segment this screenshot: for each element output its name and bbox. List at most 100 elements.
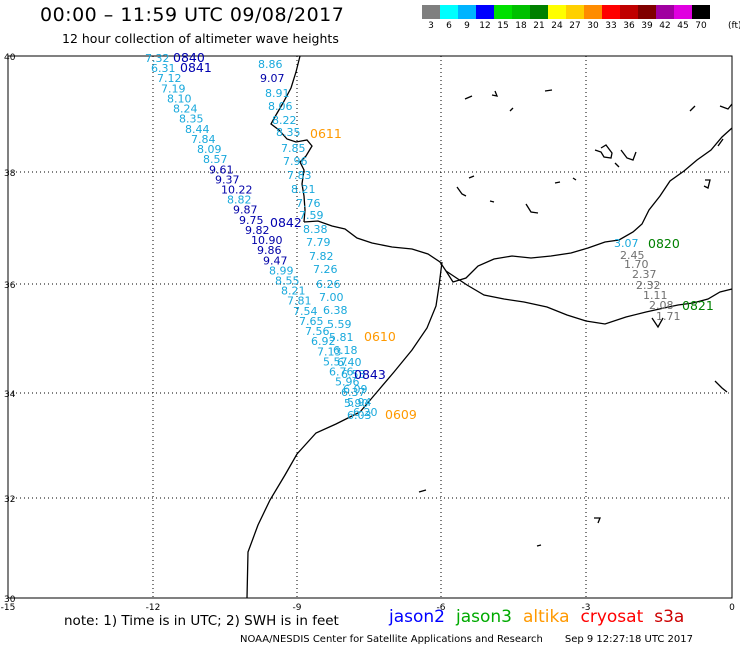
legend-label: 9 (464, 21, 470, 31)
latitude-label: 40 (4, 53, 16, 63)
legend-swatch (566, 5, 584, 19)
swh-value: 7.65 (299, 315, 324, 328)
longitude-label: -15 (1, 603, 16, 613)
swh-value: 8.91 (265, 87, 290, 100)
legend-label: 12 (479, 21, 491, 31)
legend-swatch (692, 5, 710, 19)
satellite-altika: altika (523, 607, 570, 627)
swh-value: 6.09 (343, 383, 368, 396)
longitude-tick-labels: -15 -12 -9 -6 -3 0 (1, 603, 735, 613)
swh-value: 7.79 (306, 236, 331, 249)
track-b-swh-values: 8.869.078.918.068.228.357.857.967.838.21… (258, 58, 372, 422)
swh-value: 7.82 (309, 250, 334, 263)
swh-value: 2.45 (620, 249, 645, 262)
longitude-label: -6 (437, 603, 446, 613)
legend-label: 18 (515, 21, 527, 31)
swh-value: 8.44 (185, 123, 210, 136)
swh-value: 8.22 (272, 114, 297, 127)
legend-swatch (548, 5, 566, 19)
swh-value: 8.35 (179, 113, 204, 126)
swh-value: 8.21 (291, 183, 316, 196)
swh-value: 6.31 (151, 62, 176, 75)
swh-value: 6.18 (333, 344, 358, 357)
legend-swatch (512, 5, 530, 19)
swh-value: 8.10 (167, 92, 192, 105)
swh-value: 6.26 (316, 278, 341, 291)
legend-label: 3 (428, 21, 434, 31)
pass-id-0840: 0840 (173, 50, 205, 65)
swh-value: 2.32 (636, 279, 661, 292)
swh-value: 10.90 (251, 234, 283, 247)
swh-value: 7.54 (293, 305, 318, 318)
swh-value: 8.09 (197, 143, 222, 156)
swh-value: 7.00 (319, 291, 344, 304)
latitude-label: 34 (4, 390, 16, 400)
swh-value: 7.96 (283, 155, 308, 168)
swh-value: 8.24 (173, 103, 198, 116)
map-title: 00:00 – 11:59 UTC 09/08/2017 (40, 4, 345, 26)
pass-id-0842: 0842 (270, 215, 302, 230)
legend-label: 24 (551, 21, 563, 31)
latitude-label: 38 (4, 169, 16, 179)
swh-legend-labels: 3 6 9 12 15 18 21 24 27 30 33 36 39 42 45 70 (422, 21, 710, 31)
longitude-label: -9 (293, 603, 302, 613)
swh-value: 7.56 (305, 325, 330, 338)
swh-value: 7.81 (287, 295, 312, 308)
swh-value: 9.07 (260, 72, 285, 85)
legend-label: 30 (587, 21, 599, 31)
pass-id-0841: 0841 (180, 60, 212, 75)
swh-value: 3.07 (614, 237, 639, 250)
swh-value: 5.90 (344, 397, 369, 410)
swh-value: 5.57 (323, 355, 348, 368)
legend-label: 6 (446, 21, 452, 31)
legend-label: 70 (695, 21, 707, 31)
swh-value: 7.26 (313, 263, 338, 276)
satellite-cryosat: cryosat (580, 607, 644, 627)
pass-id-0843: 0843 (354, 367, 386, 382)
generated-timestamp: Sep 9 12:27:18 UTC 2017 (564, 634, 693, 645)
pass-id-0821: 0821 (682, 298, 714, 313)
swh-value: 7.59 (299, 209, 324, 222)
swh-value: 9.37 (215, 173, 240, 186)
swh-value: 8.38 (303, 223, 328, 236)
legend-swatch (620, 5, 638, 19)
longitude-label: 0 (729, 603, 735, 613)
swh-value: 7.19 (161, 82, 186, 95)
legend-swatch (458, 5, 476, 19)
map-subtitle: 12 hour collection of altimeter wave hei… (62, 31, 339, 46)
legend-swatch (674, 5, 692, 19)
latitude-tick-labels: 40 38 36 34 32 30 (4, 53, 16, 605)
swh-value: 8.86 (258, 58, 283, 71)
swh-value: 7.32 (145, 52, 170, 65)
latitude-label: 30 (4, 595, 16, 605)
satellite-jason3: jason3 (456, 607, 512, 627)
swh-value: 7.85 (281, 142, 306, 155)
satellite-legend: jason2 jason3 altika cryosat s3a (389, 607, 695, 627)
note-text: note: 1) Time is in UTC; 2) SWH is in fe… (64, 613, 339, 629)
swh-value: 8.99 (269, 264, 294, 277)
legend-label: 21 (533, 21, 545, 31)
swh-value: 9.61 (209, 163, 234, 176)
legend-swatch (638, 5, 656, 19)
swh-value: 9.87 (233, 204, 258, 217)
legend-swatch (530, 5, 548, 19)
swh-value: 7.13 (317, 345, 342, 358)
legend-label: 39 (641, 21, 653, 31)
swh-value: 8.06 (268, 100, 293, 113)
credit-text: NOAA/NESDIS Center for Satellite Applica… (240, 634, 543, 645)
swh-value: 9.86 (257, 244, 282, 257)
pass-id-0820: 0820 (648, 236, 680, 251)
pass-id-0611: 0611 (310, 126, 342, 141)
swh-value: 1.71 (656, 310, 681, 323)
track-med-swh-values: 3.072.451.702.372.321.112.081.71 (614, 237, 681, 323)
latitude-label: 36 (4, 281, 16, 291)
swh-value: 6.03 (347, 409, 372, 422)
swh-value: 8.21 (281, 285, 306, 298)
swh-value: 8.82 (227, 194, 252, 207)
swh-value: 8.55 (275, 275, 300, 288)
credit-line: NOAA/NESDIS Center for Satellite Applica… (240, 634, 693, 645)
legend-swatch (440, 5, 458, 19)
legend-swatch (494, 5, 512, 19)
